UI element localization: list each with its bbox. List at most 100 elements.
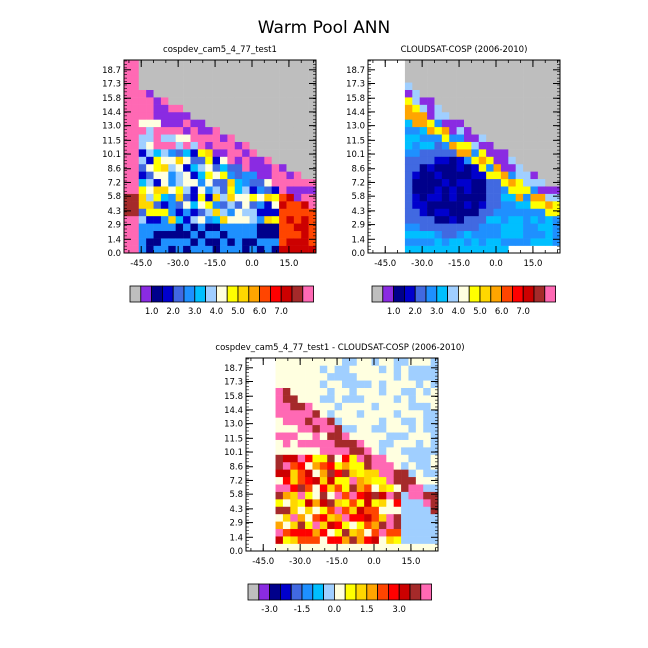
heatmap-cell: [301, 126, 309, 135]
heatmap-cell: [249, 193, 258, 202]
heatmap-cell: [220, 163, 228, 172]
heatmap-cell: [415, 476, 424, 485]
heatmap-cell: [486, 97, 494, 105]
heatmap-cell: [378, 521, 387, 530]
heatmap-cell: [197, 223, 206, 232]
heatmap-cell: [146, 126, 154, 135]
heatmap-cell: [523, 156, 531, 165]
heatmap-cell: [205, 74, 213, 83]
heatmap-cell: [327, 409, 335, 418]
heatmap-cell: [138, 97, 147, 105]
heatmap-cell: [401, 536, 409, 544]
heatmap-cell: [282, 372, 291, 381]
heatmap-cell: [552, 82, 561, 90]
heatmap-cell: [160, 97, 169, 105]
heatmap-cell: [205, 163, 213, 172]
heatmap-cell: [212, 245, 221, 254]
heatmap-cell: [552, 97, 561, 105]
heatmap-cell: [286, 149, 295, 157]
heatmap-cell: [301, 82, 309, 90]
heatmap-cell: [305, 543, 313, 552]
heatmap-cell: [205, 178, 213, 187]
heatmap-cell: [523, 186, 531, 194]
heatmap-cell: [160, 104, 169, 113]
heatmap-cell: [545, 193, 553, 202]
colorbar-swatch: [512, 285, 524, 303]
y-tick-label: 14.4: [224, 406, 243, 416]
heatmap-cell: [493, 201, 502, 209]
heatmap-cell: [537, 141, 546, 150]
heatmap-cell: [293, 238, 302, 246]
heatmap-cell: [183, 141, 191, 150]
heatmap-cell: [138, 245, 147, 254]
heatmap-cell: [456, 126, 465, 135]
heatmap-cell: [124, 193, 132, 202]
heatmap-cell: [282, 439, 291, 448]
heatmap-cell: [471, 223, 480, 232]
heatmap-cell: [146, 178, 154, 187]
heatmap-cell: [205, 186, 213, 194]
heatmap-cell: [282, 536, 291, 544]
heatmap-cell: [293, 89, 302, 98]
heatmap-cell: [234, 201, 243, 209]
heatmap-cell: [256, 163, 265, 172]
heatmap-cell: [441, 186, 450, 194]
heatmap-cell: [342, 372, 350, 381]
heatmap-cell: [297, 358, 306, 366]
heatmap-cell: [286, 223, 295, 232]
x-tick-label: -45.0: [130, 259, 152, 269]
heatmap-cell: [175, 208, 184, 217]
heatmap-cell: [327, 432, 335, 440]
heatmap-cell: [131, 245, 140, 254]
heatmap-cell: [537, 149, 546, 157]
heatmap-cell: [486, 156, 494, 165]
heatmap-cell: [364, 417, 372, 426]
heatmap-cell: [271, 186, 280, 194]
heatmap-cell: [308, 238, 317, 246]
heatmap-cell: [552, 215, 561, 224]
heatmap-cell: [441, 141, 450, 150]
y-tick-label: 2.9: [351, 221, 365, 231]
heatmap-cell: [508, 60, 516, 68]
heatmap-cell: [297, 528, 306, 537]
heatmap-cell: [153, 111, 162, 120]
heatmap-cell: [282, 358, 291, 366]
heatmap-cell: [293, 178, 302, 187]
heatmap-cell: [449, 178, 457, 187]
heatmap-cell: [401, 447, 409, 455]
heatmap-cell: [523, 134, 531, 142]
heatmap-cell: [423, 543, 431, 552]
heatmap-cell: [456, 215, 465, 224]
heatmap-cell: [401, 461, 409, 470]
heatmap-cell: [449, 82, 457, 90]
heatmap-cell: [242, 186, 250, 194]
heatmap-cell: [220, 149, 228, 157]
colorbar-swatch: [382, 285, 394, 303]
heatmap-cell: [275, 365, 284, 374]
heatmap-cell: [500, 223, 509, 232]
heatmap-cell: [197, 156, 206, 165]
heatmap-cell: [242, 230, 250, 239]
heatmap-cell: [293, 230, 302, 239]
heatmap-cell: [334, 447, 343, 455]
heatmap-cell: [286, 74, 295, 83]
x-tick-label: -15.0: [204, 259, 226, 269]
heatmap-cell: [297, 469, 306, 478]
heatmap-cell: [168, 119, 176, 128]
heatmap-cell: [227, 74, 236, 83]
heatmap-cell: [393, 409, 402, 418]
heatmap-cell: [486, 230, 494, 239]
heatmap-cell: [500, 74, 509, 83]
heatmap-cell: [386, 528, 394, 537]
heatmap-cell: [478, 82, 487, 90]
heatmap-cell: [349, 432, 358, 440]
heatmap-cell: [183, 201, 191, 209]
heatmap-cell: [205, 111, 213, 120]
heatmap-cell: [305, 491, 313, 500]
heatmap-cell: [212, 149, 221, 157]
heatmap-cell: [349, 506, 358, 515]
heatmap-cell: [293, 215, 302, 224]
heatmap-cell: [234, 89, 243, 98]
heatmap-cell: [449, 149, 457, 157]
colorbar-label: 2.0: [166, 307, 180, 317]
